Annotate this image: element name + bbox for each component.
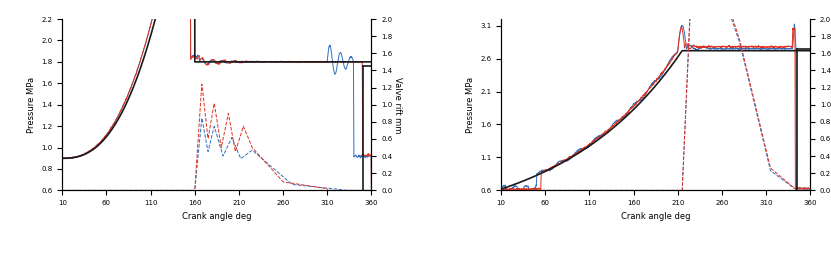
X-axis label: Crank angle deg: Crank angle deg xyxy=(182,212,252,221)
Y-axis label: Pressure MPa: Pressure MPa xyxy=(27,77,36,133)
Y-axis label: Valve rift mm: Valve rift mm xyxy=(393,76,402,133)
X-axis label: Crank angle deg: Crank angle deg xyxy=(621,212,691,221)
Y-axis label: Pressure MPa: Pressure MPa xyxy=(465,77,475,133)
